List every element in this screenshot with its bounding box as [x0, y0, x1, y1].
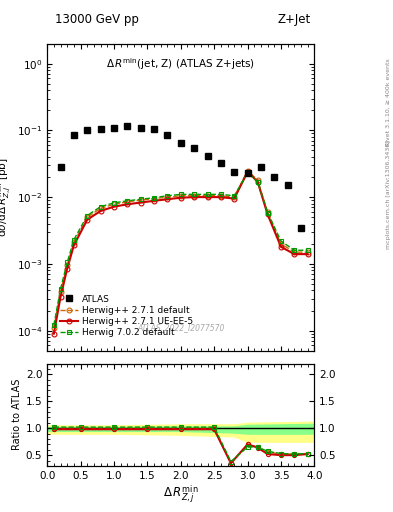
ATLAS	[152, 126, 156, 132]
Text: 13000 GeV pp: 13000 GeV pp	[55, 13, 139, 26]
Herwig++ 2.7.1 default	[279, 241, 283, 247]
Line: Herwig++ 2.7.1 UE-EE-5: Herwig++ 2.7.1 UE-EE-5	[51, 169, 310, 336]
Herwig 7.0.2 default	[305, 247, 310, 253]
ATLAS	[58, 164, 63, 170]
X-axis label: $\Delta\,R^{\mathrm{min}}_{Z,j}$: $\Delta\,R^{\mathrm{min}}_{Z,j}$	[163, 483, 199, 505]
Herwig++ 2.7.1 UE-EE-5	[305, 251, 310, 257]
Herwig 7.0.2 default	[245, 170, 250, 176]
Text: $\Delta\,R^{\mathrm{min}}$(jet, Z) (ATLAS Z+jets): $\Delta\,R^{\mathrm{min}}$(jet, Z) (ATLA…	[106, 56, 255, 72]
Herwig++ 2.7.1 default	[292, 249, 297, 255]
Herwig++ 2.7.1 UE-EE-5	[58, 294, 63, 300]
Herwig++ 2.7.1 UE-EE-5	[152, 198, 156, 204]
ATLAS	[165, 132, 170, 138]
Herwig++ 2.7.1 UE-EE-5	[72, 242, 76, 248]
Herwig++ 2.7.1 UE-EE-5	[219, 194, 223, 200]
Text: Rivet 3.1.10, ≥ 400k events: Rivet 3.1.10, ≥ 400k events	[386, 58, 391, 146]
Herwig 7.0.2 default	[112, 200, 116, 206]
Text: ATLAS_2022_I2077570: ATLAS_2022_I2077570	[137, 323, 224, 332]
Herwig++ 2.7.1 default	[125, 199, 130, 205]
Line: Herwig 7.0.2 default: Herwig 7.0.2 default	[51, 170, 310, 328]
Herwig 7.0.2 default	[152, 195, 156, 201]
Herwig++ 2.7.1 default	[112, 201, 116, 207]
ATLAS	[299, 224, 303, 230]
Herwig 7.0.2 default	[292, 247, 297, 253]
Herwig++ 2.7.1 default	[245, 167, 250, 174]
Herwig 7.0.2 default	[85, 212, 90, 219]
Text: mcplots.cern.ch [arXiv:1306.3436]: mcplots.cern.ch [arXiv:1306.3436]	[386, 140, 391, 249]
Herwig 7.0.2 default	[98, 204, 103, 210]
Herwig++ 2.7.1 UE-EE-5	[51, 331, 56, 337]
Herwig++ 2.7.1 UE-EE-5	[232, 196, 237, 202]
Herwig++ 2.7.1 UE-EE-5	[125, 201, 130, 207]
Herwig++ 2.7.1 default	[98, 205, 103, 211]
Herwig++ 2.7.1 default	[51, 325, 56, 331]
Herwig++ 2.7.1 UE-EE-5	[65, 266, 70, 272]
Herwig++ 2.7.1 UE-EE-5	[165, 196, 170, 202]
Text: Z+Jet: Z+Jet	[277, 13, 310, 26]
Herwig 7.0.2 default	[165, 193, 170, 199]
ATLAS	[72, 132, 76, 138]
ATLAS	[285, 182, 290, 188]
Herwig++ 2.7.1 UE-EE-5	[265, 211, 270, 218]
Herwig 7.0.2 default	[219, 191, 223, 198]
Herwig 7.0.2 default	[58, 286, 63, 292]
Herwig++ 2.7.1 default	[152, 196, 156, 202]
Y-axis label: Ratio to ATLAS: Ratio to ATLAS	[11, 379, 22, 451]
Herwig++ 2.7.1 UE-EE-5	[205, 194, 210, 200]
Line: Herwig++ 2.7.1 default: Herwig++ 2.7.1 default	[51, 168, 310, 330]
Herwig 7.0.2 default	[125, 198, 130, 204]
Herwig++ 2.7.1 UE-EE-5	[85, 217, 90, 223]
Herwig 7.0.2 default	[51, 322, 56, 328]
ATLAS	[192, 144, 196, 151]
ATLAS	[138, 124, 143, 131]
Herwig++ 2.7.1 default	[138, 197, 143, 203]
Herwig 7.0.2 default	[65, 260, 70, 266]
ATLAS	[98, 126, 103, 132]
Herwig 7.0.2 default	[265, 210, 270, 216]
ATLAS	[232, 168, 237, 175]
Herwig++ 2.7.1 default	[65, 262, 70, 268]
Y-axis label: $\mathrm{d}\sigma/\mathrm{d}\Delta\,R^{\mathrm{min}}_{Z,j}$ [pb]: $\mathrm{d}\sigma/\mathrm{d}\Delta\,R^{\…	[0, 157, 13, 237]
Herwig++ 2.7.1 UE-EE-5	[255, 179, 260, 185]
Herwig++ 2.7.1 UE-EE-5	[245, 168, 250, 175]
Herwig++ 2.7.1 UE-EE-5	[192, 194, 196, 200]
Line: ATLAS: ATLAS	[57, 123, 304, 231]
Herwig++ 2.7.1 default	[232, 194, 237, 200]
ATLAS	[85, 127, 90, 134]
Herwig 7.0.2 default	[279, 238, 283, 244]
Herwig 7.0.2 default	[192, 191, 196, 198]
Herwig 7.0.2 default	[138, 196, 143, 202]
ATLAS	[112, 124, 116, 131]
Legend: ATLAS, Herwig++ 2.7.1 default, Herwig++ 2.7.1 UE-EE-5, Herwig 7.0.2 default: ATLAS, Herwig++ 2.7.1 default, Herwig++ …	[57, 292, 196, 340]
ATLAS	[245, 170, 250, 176]
Herwig++ 2.7.1 default	[58, 289, 63, 295]
Herwig++ 2.7.1 default	[255, 177, 260, 183]
Herwig++ 2.7.1 default	[165, 194, 170, 200]
Herwig++ 2.7.1 UE-EE-5	[279, 244, 283, 250]
ATLAS	[272, 174, 277, 180]
Herwig++ 2.7.1 default	[178, 193, 183, 199]
Herwig 7.0.2 default	[232, 193, 237, 199]
Herwig 7.0.2 default	[205, 191, 210, 198]
Herwig 7.0.2 default	[255, 179, 260, 185]
ATLAS	[205, 153, 210, 159]
Herwig++ 2.7.1 default	[192, 193, 196, 199]
Herwig++ 2.7.1 default	[85, 214, 90, 220]
Herwig 7.0.2 default	[72, 237, 76, 243]
Herwig++ 2.7.1 UE-EE-5	[178, 195, 183, 201]
Herwig++ 2.7.1 default	[265, 209, 270, 215]
Herwig++ 2.7.1 default	[72, 239, 76, 245]
Herwig 7.0.2 default	[178, 191, 183, 198]
ATLAS	[259, 164, 263, 170]
ATLAS	[178, 140, 183, 146]
Herwig++ 2.7.1 default	[219, 193, 223, 199]
Herwig++ 2.7.1 UE-EE-5	[112, 204, 116, 210]
Herwig++ 2.7.1 UE-EE-5	[138, 200, 143, 206]
Herwig++ 2.7.1 default	[205, 193, 210, 199]
Herwig++ 2.7.1 default	[305, 249, 310, 255]
Herwig++ 2.7.1 UE-EE-5	[292, 251, 297, 257]
ATLAS	[125, 123, 130, 130]
Herwig++ 2.7.1 UE-EE-5	[98, 208, 103, 214]
ATLAS	[219, 160, 223, 166]
